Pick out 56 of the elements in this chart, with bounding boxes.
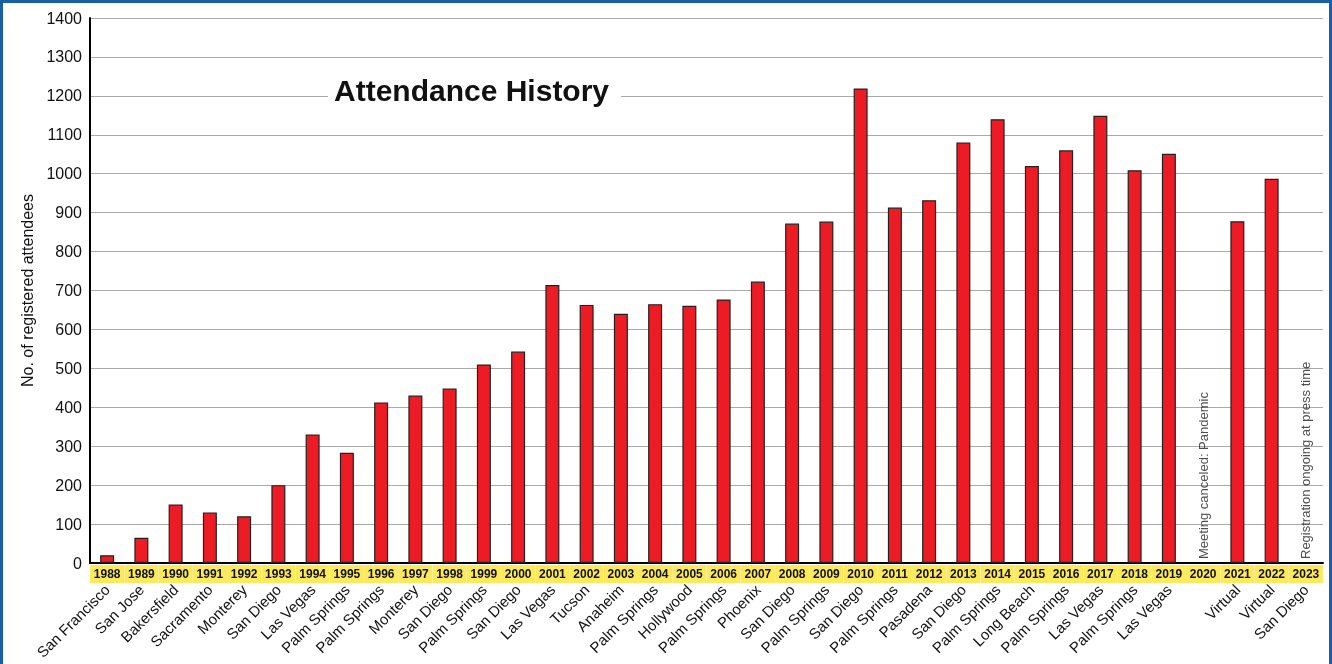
x2-tick-label: 2021 xyxy=(1224,567,1252,581)
annotation: Registration ongoing at press time xyxy=(1298,361,1314,559)
x2-tick-label: 1999 xyxy=(470,567,498,581)
y-tick-label: 300 xyxy=(55,437,83,455)
x2-tick-label: 2020 xyxy=(1189,567,1217,581)
x2-tick-label: 1996 xyxy=(367,567,395,581)
x2-tick-label: 2009 xyxy=(813,567,841,581)
y-tick-label: 400 xyxy=(55,398,83,416)
x2-tick-label: 2003 xyxy=(607,567,635,581)
x2-tick-label: 2023 xyxy=(1292,567,1320,581)
y-tick-label: 800 xyxy=(55,243,83,261)
x2-tick-label: 1990 xyxy=(162,567,190,581)
y-tick-label: 1400 xyxy=(46,9,83,27)
x2-tick-label: 1992 xyxy=(230,567,258,581)
y-tick-label: 700 xyxy=(55,282,83,299)
x2-tick-label: 2002 xyxy=(573,567,601,581)
x2-tick-label: 2007 xyxy=(744,567,772,581)
y-tick-label: 1100 xyxy=(47,126,83,144)
y-tick-label: 0 xyxy=(73,554,83,572)
bar xyxy=(100,555,115,563)
y-tick-label: 500 xyxy=(55,359,83,377)
x2-tick-label: 2005 xyxy=(676,567,704,581)
y-tick-label: 600 xyxy=(55,320,83,338)
x2-tick-label: 2017 xyxy=(1087,567,1115,581)
x2-tick-label: 2018 xyxy=(1121,567,1149,581)
x2-tick-label: 2010 xyxy=(847,567,875,581)
x2-tick-label: 1993 xyxy=(265,567,293,581)
x2-tick-label: 2016 xyxy=(1052,567,1080,581)
y-axis-title: No. of registered attendees xyxy=(19,193,37,388)
x2-tick-label: 2012 xyxy=(915,567,943,581)
text: Attendance History xyxy=(334,73,610,107)
x2-tick-label: 1988 xyxy=(93,567,121,581)
x2-tick-label: 1995 xyxy=(333,567,361,581)
x2-tick-label: 1989 xyxy=(128,567,156,581)
x2-tick-label: 2015 xyxy=(1018,567,1046,581)
y-tick-label: 100 xyxy=(55,515,83,533)
x2-tick-label: 1994 xyxy=(299,567,327,581)
y-tick-label: 900 xyxy=(55,204,83,222)
y-tick-label: 1000 xyxy=(46,165,83,183)
x2-tick-label: 2022 xyxy=(1258,567,1286,581)
annotation: Meeting canceled: Pandemic xyxy=(1195,391,1211,559)
x2-tick-label: 2000 xyxy=(504,567,532,581)
y-tick-label: 1300 xyxy=(46,48,83,66)
y-tick-label: 1200 xyxy=(46,87,83,105)
y-tick-label: 200 xyxy=(55,476,83,494)
x2-tick-label: 2011 xyxy=(881,567,909,581)
x2-tick-label: 2006 xyxy=(710,567,738,581)
x2-tick-label: 2014 xyxy=(984,567,1012,581)
x2-tick-label: 1997 xyxy=(402,567,430,581)
x2-tick-label: 2013 xyxy=(950,567,978,581)
x2-tick-label: 2019 xyxy=(1155,567,1183,581)
x2-tick-label: 2008 xyxy=(778,567,806,581)
x2-tick-label: 2001 xyxy=(539,567,567,581)
x2-tick-label: 2004 xyxy=(641,567,669,581)
x2-tick-label: 1991 xyxy=(196,567,224,581)
x2-tick-label: 1998 xyxy=(436,567,464,581)
